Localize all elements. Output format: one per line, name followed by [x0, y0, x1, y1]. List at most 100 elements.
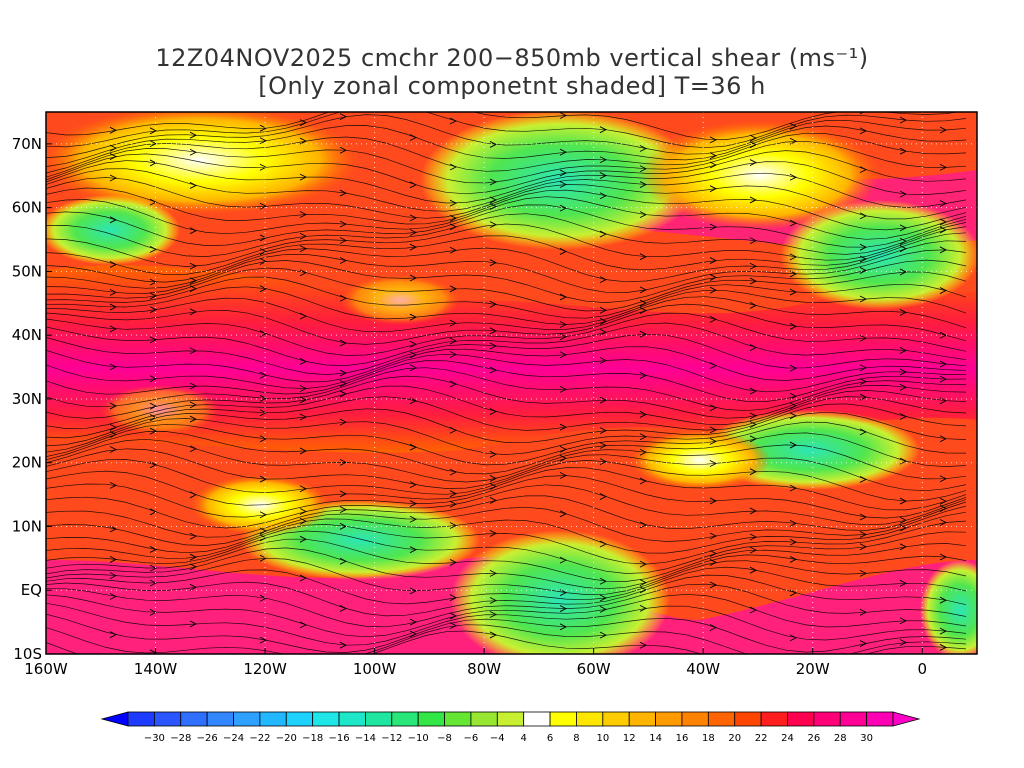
streamline-arrow — [639, 372, 648, 379]
streamline-arrow — [259, 636, 268, 644]
streamline-arrow — [750, 653, 751, 654]
streamline-arrow — [559, 112, 568, 119]
streamline-arrow — [109, 446, 118, 453]
streamline-arrow — [749, 262, 758, 270]
streamline — [46, 411, 967, 455]
streamline-arrow — [189, 131, 198, 139]
streamline-arrow — [409, 243, 418, 251]
streamline-arrow — [339, 605, 348, 612]
streamline-arrow — [709, 362, 718, 369]
streamline-arrow — [859, 608, 868, 616]
streamline-arrow — [449, 380, 458, 388]
streamline-arrow — [859, 112, 865, 115]
streamline-arrow — [559, 204, 568, 212]
streamline-arrow — [409, 351, 418, 359]
streamline-arrow — [299, 413, 308, 421]
streamline — [46, 196, 967, 240]
streamline-arrow — [939, 497, 948, 505]
colorbar-label: −6 — [464, 733, 479, 744]
streamline-arrow — [339, 641, 348, 649]
streamline-arrow — [449, 522, 458, 529]
streamline-arrow — [109, 174, 118, 182]
lon-tick-label: 20W — [796, 660, 830, 678]
streamline-arrow — [599, 427, 608, 435]
streamline-arrow — [410, 95, 416, 101]
streamline-arrow — [599, 458, 608, 466]
streamline-arrow — [299, 173, 308, 181]
lat-tick-label: 30N — [12, 390, 42, 408]
streamline-arrow — [189, 401, 198, 409]
streamline-arrow — [449, 622, 458, 630]
streamline-arrow — [789, 137, 798, 145]
streamline-arrow — [489, 497, 498, 504]
streamline-arrow — [489, 530, 498, 537]
streamline-arrow — [449, 426, 458, 434]
colorbar-swatch — [259, 711, 287, 727]
streamline-arrow — [449, 468, 458, 476]
streamline-arrow — [599, 318, 608, 325]
streamline-arrow — [639, 145, 648, 152]
streamline-arrow — [109, 431, 118, 438]
streamline-arrow — [449, 594, 458, 602]
colorbar-swatch — [338, 711, 366, 727]
streamline-arrow — [189, 532, 198, 540]
streamline-arrow — [899, 347, 908, 354]
streamline-arrow — [639, 641, 648, 649]
colorbar-label: 14 — [649, 733, 662, 744]
streamline-arrow — [639, 165, 648, 173]
streamline — [46, 240, 967, 283]
colorbar-label: 26 — [807, 733, 820, 744]
streamline-arrow — [189, 148, 198, 156]
streamline-arrow — [749, 435, 758, 443]
streamline-arrow — [259, 527, 268, 535]
streamline-arrow — [789, 519, 798, 527]
streamline-arrow — [559, 423, 568, 431]
streamline-arrow — [789, 402, 798, 410]
colorbar-label: −12 — [381, 733, 402, 744]
streamline-arrow — [299, 312, 308, 320]
colorbar-swatch — [628, 711, 656, 727]
streamline — [46, 583, 967, 628]
streamline-arrow — [449, 337, 458, 345]
streamline-arrow — [599, 493, 608, 500]
streamline-arrow — [489, 259, 498, 267]
streamline-arrow — [939, 226, 948, 234]
streamline-arrow — [409, 181, 418, 189]
streamline-arrow — [299, 447, 308, 455]
streamline-arrow — [149, 127, 158, 135]
streamline-arrow — [299, 508, 308, 515]
streamline-arrow — [489, 631, 498, 639]
streamline — [46, 511, 967, 554]
streamline-arrow — [340, 658, 346, 664]
streamline-arrow — [599, 540, 608, 548]
latitude-axis: 70N 60N 50N 40N 30N 20N 10N EQ 10S — [12, 135, 52, 663]
streamline-arrow — [639, 211, 648, 219]
colorbar-swatch — [470, 711, 498, 727]
streamline-arrow — [259, 435, 268, 443]
colorbar-label: 6 — [547, 733, 553, 744]
streamline — [46, 232, 967, 276]
streamline — [46, 213, 967, 257]
streamline-arrow — [149, 508, 158, 516]
lat-tick-label: EQ — [21, 581, 42, 599]
streamline-arrow — [449, 246, 458, 254]
streamline-arrow — [299, 485, 308, 493]
colorbar-label: 18 — [702, 733, 715, 744]
streamline-arrow — [299, 211, 308, 218]
streamline — [46, 467, 967, 511]
streamline-arrow — [789, 219, 798, 227]
colorbar-label: 20 — [728, 733, 741, 744]
streamline-arrow — [189, 563, 198, 571]
streamline-arrow — [109, 423, 118, 431]
graticule — [46, 112, 977, 654]
streamline-arrow — [939, 126, 948, 134]
streamline-arrow — [709, 437, 718, 445]
streamline — [46, 385, 967, 429]
streamline-arrow — [709, 223, 718, 231]
streamline-arrow — [259, 475, 268, 483]
streamline-arrow — [939, 375, 948, 383]
streamline-arrow — [149, 546, 158, 553]
streamline-arrow — [559, 293, 568, 301]
streamline-arrow — [259, 534, 268, 542]
streamline-arrow — [339, 369, 348, 377]
